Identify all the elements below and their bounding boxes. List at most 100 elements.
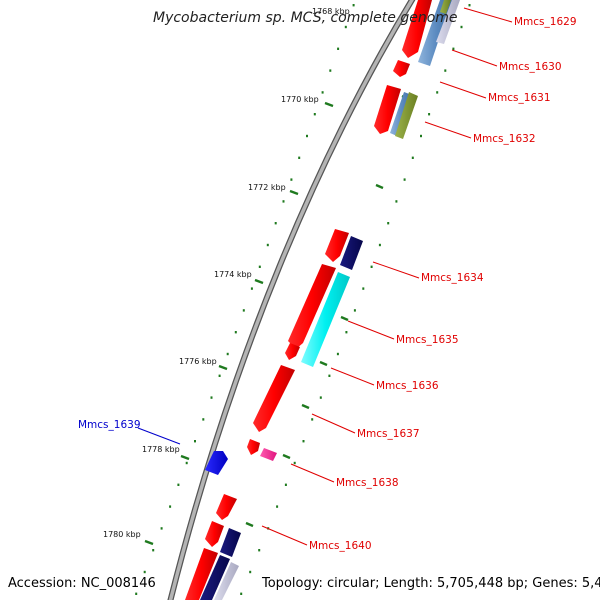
genome-backbone bbox=[167, 0, 416, 600]
gene-arrow-red[interactable] bbox=[402, 0, 432, 58]
tick-dot bbox=[452, 47, 455, 50]
kbp-minor-tick bbox=[340, 315, 349, 322]
tick-dot bbox=[290, 178, 293, 181]
gene-label[interactable]: Mmcs_1638 bbox=[336, 477, 399, 489]
gene-label[interactable]: Mmcs_1637 bbox=[357, 428, 420, 440]
tick-dot bbox=[249, 570, 252, 574]
tick-dot bbox=[143, 570, 146, 574]
gene-label[interactable]: Mmcs_1629 bbox=[514, 16, 577, 28]
tick-dot bbox=[210, 396, 213, 399]
tick-dot bbox=[242, 309, 245, 312]
scale-label: 1770 kbp bbox=[281, 95, 319, 104]
scale-label: 1774 kbp bbox=[214, 270, 252, 279]
tick-dot bbox=[218, 374, 221, 377]
tick-dot bbox=[194, 440, 196, 443]
gene-arrow-red[interactable] bbox=[374, 85, 401, 134]
gene-arrow-navy[interactable] bbox=[220, 528, 241, 557]
scale-label: 1772 kbp bbox=[248, 183, 286, 192]
genome-title: Mycobacterium sp. MCS, complete genome bbox=[153, 10, 458, 26]
tick-dot bbox=[169, 505, 172, 508]
tick-dot bbox=[311, 418, 314, 421]
gene-arrow-blue[interactable] bbox=[205, 451, 228, 475]
gene-arrow-grey[interactable] bbox=[436, 0, 460, 44]
tick-dot bbox=[336, 352, 339, 356]
gene-arrow-navy[interactable] bbox=[200, 555, 230, 600]
gene-arrow-olive[interactable] bbox=[440, 0, 451, 14]
scale-label: 1776 kbp bbox=[179, 357, 217, 366]
kbp-minor-tick bbox=[319, 360, 328, 367]
tick-dot bbox=[234, 331, 237, 334]
tick-dot bbox=[436, 91, 439, 94]
gene-arrow-red[interactable] bbox=[285, 343, 300, 360]
gene-features bbox=[185, 0, 460, 600]
tick-dot bbox=[353, 309, 356, 312]
kbp-ticks bbox=[144, 94, 410, 546]
tick-dot bbox=[468, 4, 471, 7]
gene-arrow-steel[interactable] bbox=[418, 0, 452, 66]
gene-arrow-grey[interactable] bbox=[214, 562, 239, 600]
gene-arrow-olive[interactable] bbox=[395, 92, 418, 139]
gene-label[interactable]: Mmcs_1634 bbox=[421, 272, 484, 284]
gene-arrow-red[interactable] bbox=[253, 365, 295, 432]
tick-dot bbox=[276, 505, 279, 508]
tick-dot bbox=[274, 222, 277, 225]
gene-label[interactable]: Mmcs_1630 bbox=[499, 61, 562, 73]
gene-arrow-navy[interactable] bbox=[340, 236, 363, 270]
gene-arrow-red[interactable] bbox=[216, 494, 237, 520]
genome-summary-text: Topology: circular; Length: 5,705,448 bp… bbox=[261, 576, 600, 591]
gene-label[interactable]: Mmcs_1631 bbox=[488, 92, 551, 104]
tick-dot bbox=[135, 592, 138, 595]
accession-text: Accession: NC_008146 bbox=[8, 576, 156, 591]
tick-dot bbox=[321, 91, 324, 94]
scale-label: 1768 kbp bbox=[312, 7, 350, 16]
gene-arrow-red[interactable] bbox=[288, 264, 336, 349]
tick-dot bbox=[258, 265, 261, 268]
gene-arrow-red[interactable] bbox=[247, 439, 260, 455]
tick-dot bbox=[284, 483, 287, 486]
gene-arrow-red[interactable] bbox=[185, 548, 218, 600]
gene-label[interactable]: Mmcs_1632 bbox=[473, 133, 536, 145]
kbp-major-tick bbox=[254, 278, 264, 285]
tick-dot bbox=[152, 549, 155, 552]
tick-dot bbox=[387, 222, 390, 225]
tick-dot bbox=[282, 200, 285, 203]
gene-label[interactable]: Mmcs_1636 bbox=[376, 380, 439, 392]
kbp-minor-tick bbox=[301, 403, 310, 410]
tick-dot bbox=[202, 418, 205, 421]
kbp-major-tick bbox=[218, 364, 228, 371]
tick-dot bbox=[428, 113, 431, 116]
gene-label[interactable]: Mmcs_1640 bbox=[309, 540, 372, 552]
tick-dot bbox=[258, 549, 261, 552]
gene-label-blue[interactable]: Mmcs_1639 bbox=[78, 419, 141, 431]
gene-arrow-red[interactable] bbox=[205, 521, 224, 547]
tick-dot bbox=[362, 287, 365, 290]
gene-arrow-pink[interactable] bbox=[260, 448, 277, 461]
kbp-minor-tick bbox=[375, 183, 384, 190]
gene-label[interactable]: Mmcs_1635 bbox=[396, 334, 459, 346]
tick-dot bbox=[319, 396, 322, 399]
tick-dot bbox=[337, 47, 340, 50]
gene-arrow-red[interactable] bbox=[325, 229, 349, 262]
tick-dot bbox=[250, 287, 253, 290]
gene-arrow-cyan[interactable] bbox=[301, 272, 350, 367]
tick-dot bbox=[444, 69, 447, 72]
label-leader-lines bbox=[137, 7, 513, 546]
gene-labels: Mmcs_1629 Mmcs_1630 Mmcs_1631 Mmcs_1632 … bbox=[78, 16, 577, 552]
tick-dot bbox=[306, 134, 308, 138]
tick-dot bbox=[177, 483, 180, 486]
tick-dot bbox=[460, 25, 463, 29]
tick-dot bbox=[352, 4, 355, 7]
tick-dot bbox=[328, 374, 331, 377]
kbp-major-tick bbox=[324, 101, 334, 108]
tick-dot bbox=[266, 243, 269, 247]
kbp-major-tick bbox=[180, 454, 190, 461]
tick-dot bbox=[298, 156, 301, 159]
kbp-major-tick bbox=[289, 189, 299, 196]
gene-arrow-red[interactable] bbox=[393, 60, 410, 77]
tick-dot bbox=[226, 352, 229, 356]
kbp-minor-tick bbox=[282, 453, 291, 460]
scale-label: 1780 kbp bbox=[103, 530, 141, 539]
tick-dot bbox=[160, 527, 163, 530]
tick-dot bbox=[420, 134, 422, 138]
